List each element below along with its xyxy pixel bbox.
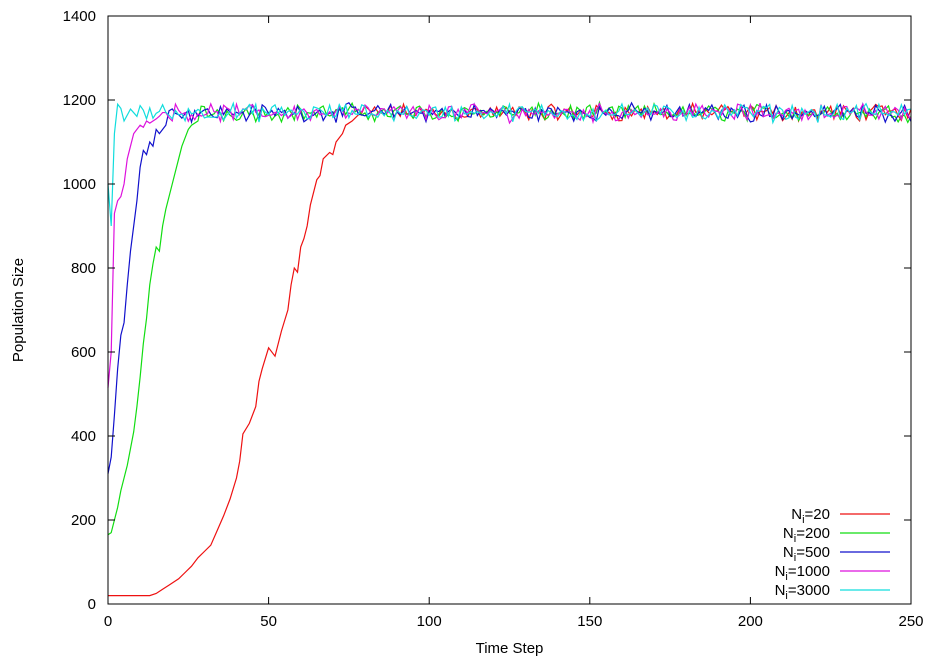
y-tick-label: 1000 bbox=[63, 176, 96, 193]
y-tick-label: 1200 bbox=[63, 92, 96, 109]
x-tick-label: 50 bbox=[260, 613, 277, 630]
y-axis-label: Population Size bbox=[10, 258, 27, 362]
y-tick-label: 800 bbox=[71, 260, 96, 277]
x-tick-label: 150 bbox=[577, 613, 602, 630]
y-tick-label: 600 bbox=[71, 344, 96, 361]
series-line-4 bbox=[107, 101, 912, 388]
x-tick-label: 100 bbox=[417, 613, 442, 630]
series-line-1 bbox=[108, 101, 912, 597]
y-tick-label: 200 bbox=[71, 512, 96, 529]
plot-frame bbox=[107, 15, 912, 605]
y-tick-label: 0 bbox=[88, 596, 96, 613]
series-line-5 bbox=[107, 101, 912, 227]
legend-label: Ni=3000 bbox=[775, 582, 830, 602]
legend-label: Ni=20 bbox=[791, 506, 830, 526]
series-layer bbox=[107, 100, 912, 597]
y-tick-label: 400 bbox=[71, 428, 96, 445]
y-tick-label: 1400 bbox=[63, 8, 96, 25]
ticks-layer: 0 50 100 150 200 250 0 200 400 600 800 1000 1200 1400 bbox=[63, 8, 924, 630]
legend-label: Ni=500 bbox=[783, 544, 830, 564]
x-tick-label: 200 bbox=[738, 613, 763, 630]
x-tick-label: 0 bbox=[104, 613, 112, 630]
x-axis-label: Time Step bbox=[476, 640, 544, 657]
series-line-2 bbox=[107, 100, 912, 536]
legend-label: Ni=200 bbox=[783, 525, 830, 545]
series-line-3 bbox=[107, 101, 912, 474]
x-tick-label: 250 bbox=[898, 613, 923, 630]
legend-label: Ni=1000 bbox=[775, 563, 830, 583]
